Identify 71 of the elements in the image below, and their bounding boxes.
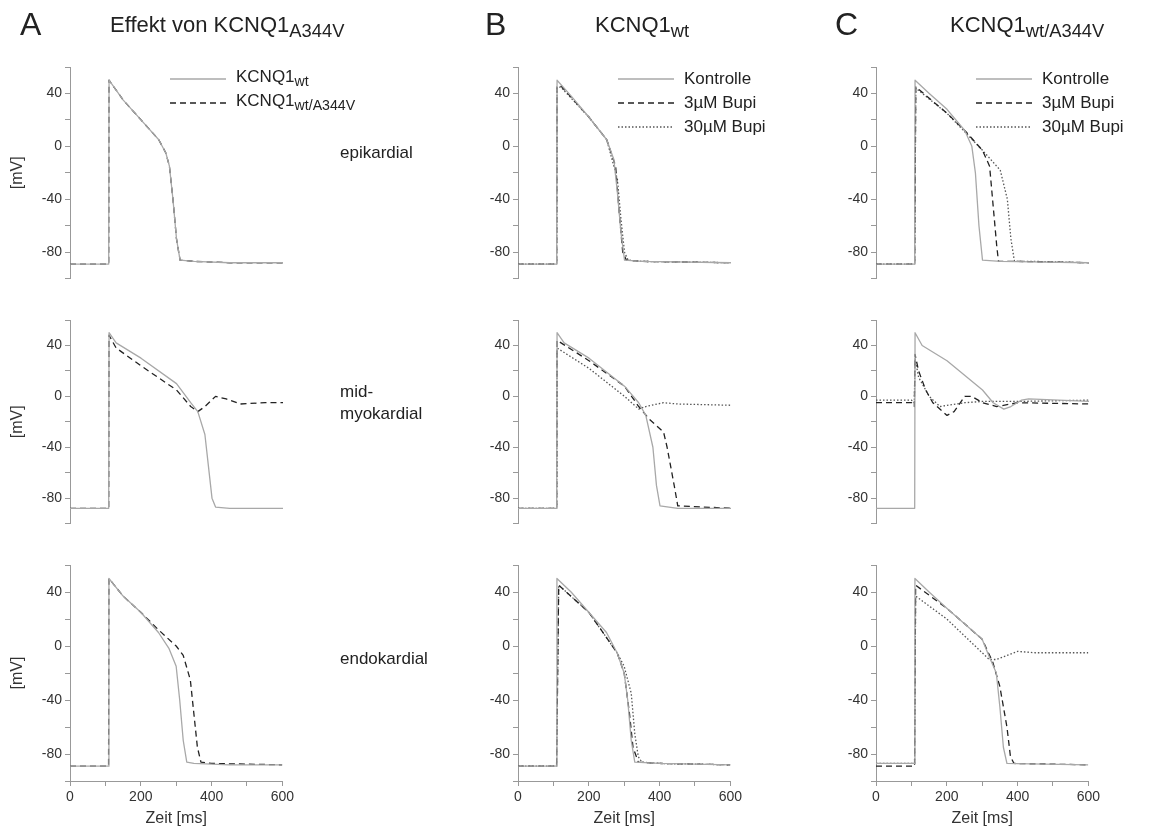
x-tick-label: 600 [718, 788, 743, 805]
y-tick-label: -40 [41, 438, 63, 455]
y-tick-label: -80 [847, 489, 869, 506]
legend-label: Kontrolle [684, 68, 752, 90]
y-tick-label: -80 [41, 243, 63, 260]
y-tick-label: 0 [54, 137, 63, 154]
y-tick-label: 0 [54, 636, 63, 653]
y-tick-label: -40 [847, 190, 869, 207]
legend-label: KCNQ1$_{wt/A344V}$ [236, 89, 356, 116]
y-tick-label: -80 [489, 744, 511, 761]
y-tick-label: 0 [860, 387, 869, 404]
y-tick-label: -40 [847, 690, 869, 707]
chart-title: C [835, 5, 859, 44]
x-tick-label: 400 [199, 788, 224, 805]
y-tick-label: -40 [489, 690, 511, 707]
y-tick-label: -40 [41, 190, 63, 207]
text: mid- myokardial [340, 380, 423, 425]
y-tick-label: 40 [46, 84, 63, 101]
x-tick-label: 200 [577, 788, 601, 805]
y-axis-title: [mV] [8, 156, 26, 190]
x-tick-label: 200 [935, 788, 959, 805]
x-axis-title: Zeit [ms] [951, 808, 1013, 826]
y-tick-label: -40 [489, 438, 511, 455]
legend-label: 3µM Bupi [684, 92, 757, 114]
y-axis-title: [mV] [8, 405, 26, 439]
y-tick-label: 40 [494, 336, 511, 353]
y-tick-label: 40 [852, 582, 869, 599]
chart-subtitle: KCNQ1$_{wt}$ [595, 11, 690, 44]
chart-subtitle: KCNQ1$_{wt/A344V}$ [950, 11, 1105, 44]
legend-label: 30µM Bupi [1042, 116, 1124, 138]
y-tick-label: -40 [847, 438, 869, 455]
y-tick-label: -80 [489, 489, 511, 506]
legend-label: KCNQ1$_{wt}$ [236, 65, 309, 92]
x-axis-title: Zeit [ms] [145, 808, 207, 826]
y-tick-label: 0 [860, 636, 869, 653]
y-tick-label: -80 [489, 243, 511, 260]
text: epikardial [340, 141, 413, 164]
legend-label: Kontrolle [1042, 68, 1110, 90]
x-axis-title: Zeit [ms] [593, 808, 655, 826]
y-tick-label: -80 [41, 489, 63, 506]
x-tick-label: 400 [647, 788, 672, 805]
x-tick-label: 400 [1005, 788, 1030, 805]
x-tick-label: 200 [129, 788, 153, 805]
y-tick-label: 0 [502, 387, 511, 404]
chart-title: B [485, 5, 507, 44]
y-tick-label: 0 [502, 137, 511, 154]
y-tick-label: -80 [847, 744, 869, 761]
y-tick-label: 40 [494, 582, 511, 599]
y-tick-label: -40 [41, 690, 63, 707]
y-tick-label: 40 [494, 84, 511, 101]
y-tick-label: 40 [852, 84, 869, 101]
x-tick-label: 0 [514, 788, 523, 805]
chart-subtitle: Effekt von KCNQ1$_{A344V}$ [110, 11, 345, 44]
y-tick-label: -80 [847, 243, 869, 260]
y-tick-label: -80 [41, 744, 63, 761]
x-tick-label: 0 [872, 788, 881, 805]
legend-label: 3µM Bupi [1042, 92, 1115, 114]
y-tick-label: 40 [46, 582, 63, 599]
x-tick-label: 0 [66, 788, 75, 805]
text: endokardial [340, 647, 428, 670]
y-axis-title: [mV] [8, 656, 26, 690]
y-tick-label: 0 [54, 387, 63, 404]
x-tick-label: 600 [1076, 788, 1101, 805]
chart-title: A [20, 5, 42, 44]
y-tick-label: 40 [852, 336, 869, 353]
y-tick-label: 40 [46, 336, 63, 353]
x-tick-label: 600 [270, 788, 295, 805]
y-tick-label: 0 [860, 137, 869, 154]
legend-label: 30µM Bupi [684, 116, 766, 138]
y-tick-label: 0 [502, 636, 511, 653]
y-tick-label: -40 [489, 190, 511, 207]
